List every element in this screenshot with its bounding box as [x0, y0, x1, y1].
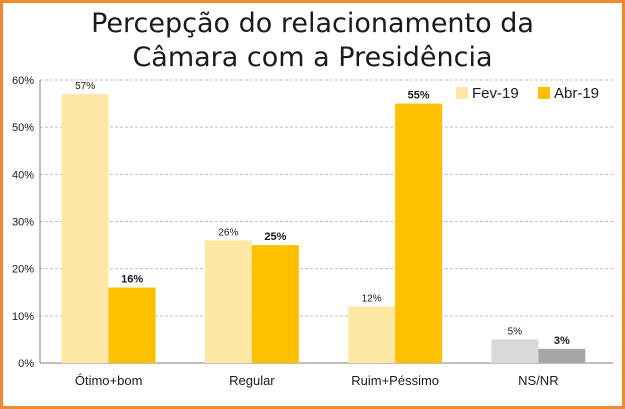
chart-title-line-1: Percepção do relacionamento da [91, 8, 534, 39]
legend-label: Fev-19 [472, 85, 519, 102]
data-label: 25% [264, 231, 286, 243]
data-label: 3% [554, 335, 570, 347]
bar [251, 245, 299, 363]
bar [348, 306, 396, 363]
bar [61, 94, 109, 364]
x-tick-label: Ótimo+bom [75, 373, 143, 388]
bar [108, 287, 156, 363]
bar [538, 348, 586, 363]
chart-title: Percepção do relacionamento da Câmara co… [3, 7, 622, 75]
bar [395, 103, 443, 363]
y-tick-label: 30% [12, 217, 34, 229]
bar [204, 240, 252, 363]
chart-title-line-2: Câmara com a Presidência [132, 42, 493, 73]
data-label: 12% [362, 293, 382, 304]
legend-swatch [538, 87, 550, 99]
y-tick-label: 60% [12, 75, 34, 87]
y-tick-label: 20% [12, 264, 34, 276]
bar [491, 339, 539, 363]
x-tick-label: Regular [229, 373, 275, 388]
data-label: 55% [408, 90, 430, 102]
y-tick-label: 40% [12, 169, 34, 181]
x-tick-label: NS/NR [518, 373, 558, 388]
x-tick-label: Ruim+Péssimo [351, 373, 439, 388]
data-label: 5% [508, 326, 523, 337]
legend-label: Abr-19 [554, 85, 599, 102]
y-tick-label: 0% [18, 358, 34, 370]
data-label: 57% [75, 81, 95, 92]
legend-swatch [456, 87, 468, 99]
data-label: 16% [121, 274, 143, 286]
data-label: 26% [218, 227, 238, 238]
y-tick-label: 50% [12, 122, 34, 134]
y-tick-label: 10% [12, 311, 34, 323]
